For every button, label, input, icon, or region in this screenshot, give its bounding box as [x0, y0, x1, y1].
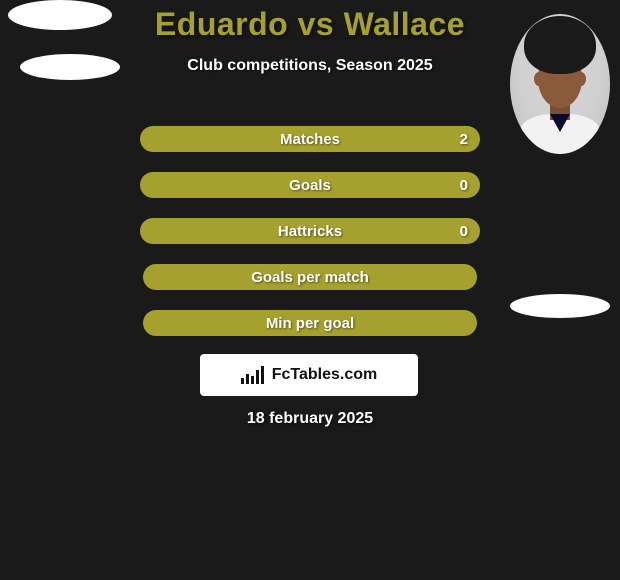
brand-text: FcTables.com [272, 366, 378, 384]
player2-name: Wallace [344, 6, 465, 42]
stat-bars: Matches 2 Goals 0 Hattricks 0 Goals per … [140, 126, 480, 356]
stat-right-value: 0 [460, 177, 468, 194]
player2-portrait [510, 14, 610, 154]
player2-team-badge [510, 294, 610, 318]
player1-team-badge-1 [8, 0, 112, 30]
stat-row-matches: Matches 2 [140, 126, 480, 152]
stat-label: Goals per match [143, 269, 476, 286]
player1-name: Eduardo [155, 6, 288, 42]
stat-label: Goals [140, 177, 480, 194]
stat-row-min-per-goal: Min per goal [143, 310, 476, 336]
brand-chart-icon [241, 366, 266, 384]
player1-team-badge-2 [20, 54, 120, 80]
stat-label: Min per goal [143, 315, 476, 332]
stat-label: Matches [140, 131, 480, 148]
snapshot-date: 18 february 2025 [0, 410, 620, 428]
stat-right-value: 2 [460, 131, 468, 148]
stat-label: Hattricks [140, 223, 480, 240]
stat-row-goals-per-match: Goals per match [143, 264, 476, 290]
stat-row-goals: Goals 0 [140, 172, 480, 198]
stat-row-hattricks: Hattricks 0 [140, 218, 480, 244]
stat-right-value: 0 [460, 223, 468, 240]
comparison-infographic: Eduardo vs Wallace Club competitions, Se… [0, 0, 620, 580]
vs-text: vs [298, 6, 335, 42]
brand-watermark: FcTables.com [200, 354, 418, 396]
